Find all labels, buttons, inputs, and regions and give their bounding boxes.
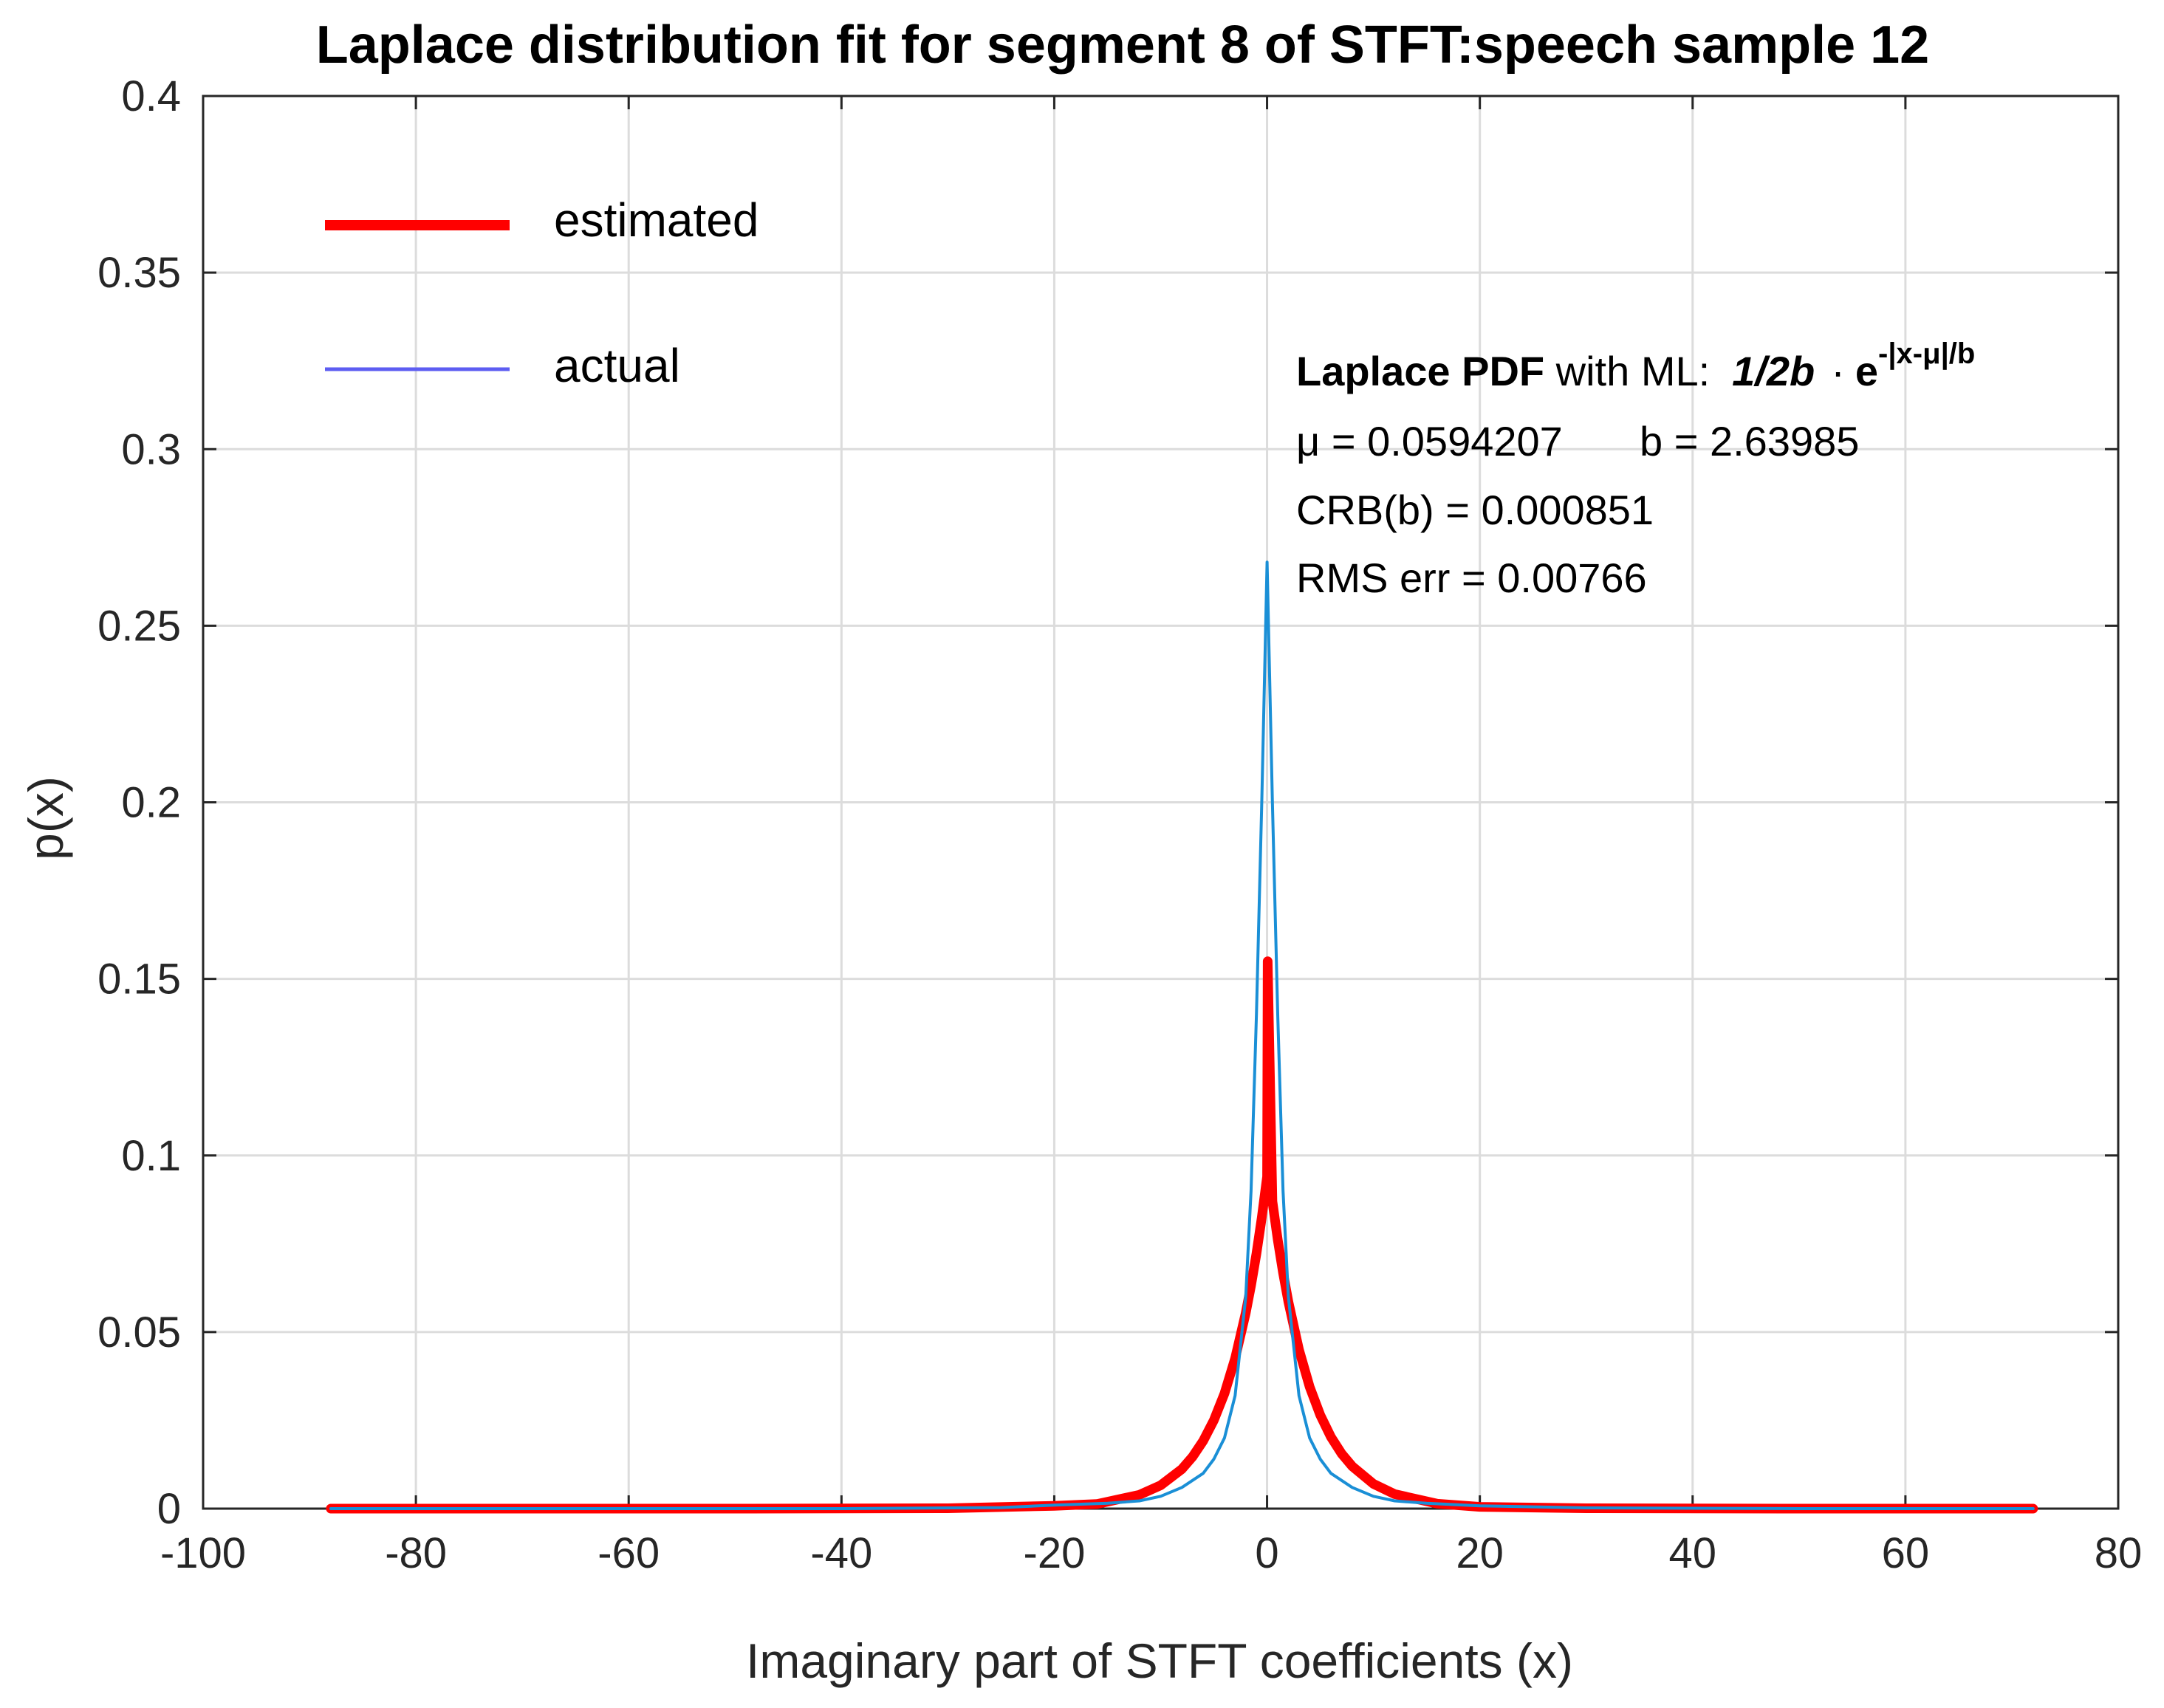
annotation-formula-dot: · <box>1831 348 1845 394</box>
annotation-formula-exponent: -|x-μ|/b <box>1878 337 1975 370</box>
annotation-formula-fraction: 1/2b <box>1732 348 1815 394</box>
annotation-heading: Laplace PDF with ML: 1/2b · e-|x-μ|/b <box>1296 337 1975 394</box>
x-tick-label: 40 <box>1669 1529 1717 1577</box>
legend-label-estimated: estimated <box>554 193 759 247</box>
series-lines <box>326 560 2038 1514</box>
annotation-b: b = 2.63985 <box>1640 418 1859 464</box>
x-tick-label: 20 <box>1456 1529 1504 1577</box>
annotation-crb: CRB(b) = 0.000851 <box>1296 487 1654 533</box>
fit-annotation: Laplace PDF with ML: 1/2b · e-|x-μ|/b μ = 0… <box>1296 337 1975 601</box>
series-line-estimated <box>326 956 2038 1514</box>
x-tick-label: -60 <box>598 1529 660 1577</box>
annotation-mu: μ = 0.0594207 <box>1296 418 1563 464</box>
annotation-rms: RMS err = 0.00766 <box>1296 555 1647 601</box>
x-tick-label: 0 <box>1255 1529 1278 1577</box>
y-tick-label: 0.15 <box>97 956 181 1004</box>
y-tick-label: 0.3 <box>121 425 181 473</box>
y-tick-label: 0.1 <box>121 1132 181 1180</box>
legend-label-actual: actual <box>554 339 680 392</box>
legend: estimated actual <box>325 193 759 392</box>
annotation-heading-bold: Laplace PDF <box>1296 348 1544 394</box>
y-tick-label: 0.2 <box>121 779 181 827</box>
series-line-actual <box>329 560 2035 1510</box>
x-tick-label: -40 <box>810 1529 872 1577</box>
x-tick-label: 80 <box>2095 1529 2143 1577</box>
annotation-heading-rest: with ML: <box>1544 348 1710 394</box>
y-tick-label: 0.05 <box>97 1309 181 1357</box>
x-tick-label: 60 <box>1882 1529 1930 1577</box>
x-tick-label: -20 <box>1024 1529 1086 1577</box>
annotation-formula-base: e <box>1855 348 1878 394</box>
x-tick-label: -100 <box>160 1529 246 1577</box>
x-axis-label: Imaginary part of STFT coefficients (x) <box>746 1633 1573 1688</box>
tick-labels: -100 -80 -60 -40 -20 0 20 40 60 80 0 0.05 0.1 0.15 0.2… <box>97 72 2142 1577</box>
y-tick-label: 0.4 <box>121 72 181 120</box>
chart-title: Laplace distribution fit for segment 8 o… <box>316 16 1929 75</box>
x-tick-label: -80 <box>385 1529 447 1577</box>
y-axis-label: p(x) <box>18 776 73 860</box>
grid-lines <box>203 96 2118 1509</box>
y-tick-label: 0 <box>157 1485 181 1533</box>
y-tick-label: 0.35 <box>97 249 181 297</box>
y-tick-label: 0.25 <box>97 602 181 650</box>
